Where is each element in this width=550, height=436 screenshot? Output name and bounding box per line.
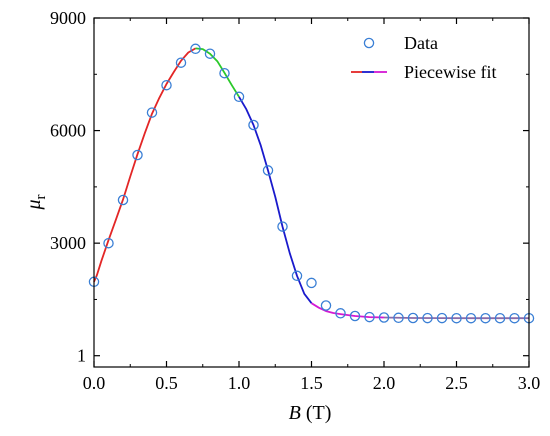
x-tick-label: 1.5 <box>300 373 323 393</box>
legend-data-marker <box>363 37 375 49</box>
data-point <box>204 48 216 59</box>
legend-fit-label: Piecewise fit <box>404 62 496 82</box>
data-point <box>393 312 404 324</box>
data-point <box>436 312 448 324</box>
data-point <box>509 312 520 324</box>
data-point <box>335 308 346 319</box>
data-point <box>132 149 143 161</box>
fit-segment-3 <box>238 96 313 304</box>
data-point <box>451 312 462 324</box>
data-point <box>465 312 477 324</box>
fit-segment-5 <box>383 316 529 320</box>
data-point <box>422 312 433 324</box>
y-tick-label: 1 <box>77 346 86 366</box>
data-point <box>161 79 172 91</box>
data-point <box>291 270 303 282</box>
data-point <box>320 300 332 311</box>
data-point <box>248 119 259 131</box>
y-tick-label: 6000 <box>50 121 86 141</box>
x-tick-label: 0.5 <box>155 373 178 393</box>
data-point <box>117 194 129 206</box>
x-axis-label: B (T) <box>289 402 332 424</box>
data-point <box>175 57 187 68</box>
x-tick-label: 1.0 <box>228 373 251 393</box>
data-point <box>219 67 230 79</box>
data-markers-group <box>88 43 535 324</box>
data-point <box>349 310 361 322</box>
y-tick-label: 9000 <box>50 8 86 28</box>
legend: Data Piecewise fit <box>351 33 496 82</box>
x-tick-label: 0.0 <box>83 373 106 393</box>
data-point <box>262 165 274 176</box>
data-point <box>233 91 245 103</box>
data-point <box>407 312 419 324</box>
x-tick-label: 2.5 <box>445 373 468 393</box>
data-point <box>146 107 158 118</box>
x-tick-label: 3.0 <box>518 373 541 393</box>
data-point <box>306 277 317 289</box>
data-point <box>378 312 390 323</box>
y-axis-label: μr <box>23 194 49 210</box>
y-tick-label: 3000 <box>50 233 86 253</box>
data-point <box>103 237 114 249</box>
fit-segment-2 <box>195 47 240 98</box>
fit-segment-4 <box>311 302 385 319</box>
data-point <box>480 312 491 324</box>
legend-data-label: Data <box>404 33 438 53</box>
data-point <box>364 311 375 323</box>
axes-group: 0.0 0.5 1.0 1.5 2.0 2.5 3.0 1 3000 6000 9000 <box>50 8 540 393</box>
data-point <box>277 221 288 232</box>
data-point <box>494 312 506 324</box>
data-point <box>190 43 201 55</box>
x-tick-label: 2.0 <box>373 373 396 393</box>
fit-segment-1 <box>93 47 196 283</box>
